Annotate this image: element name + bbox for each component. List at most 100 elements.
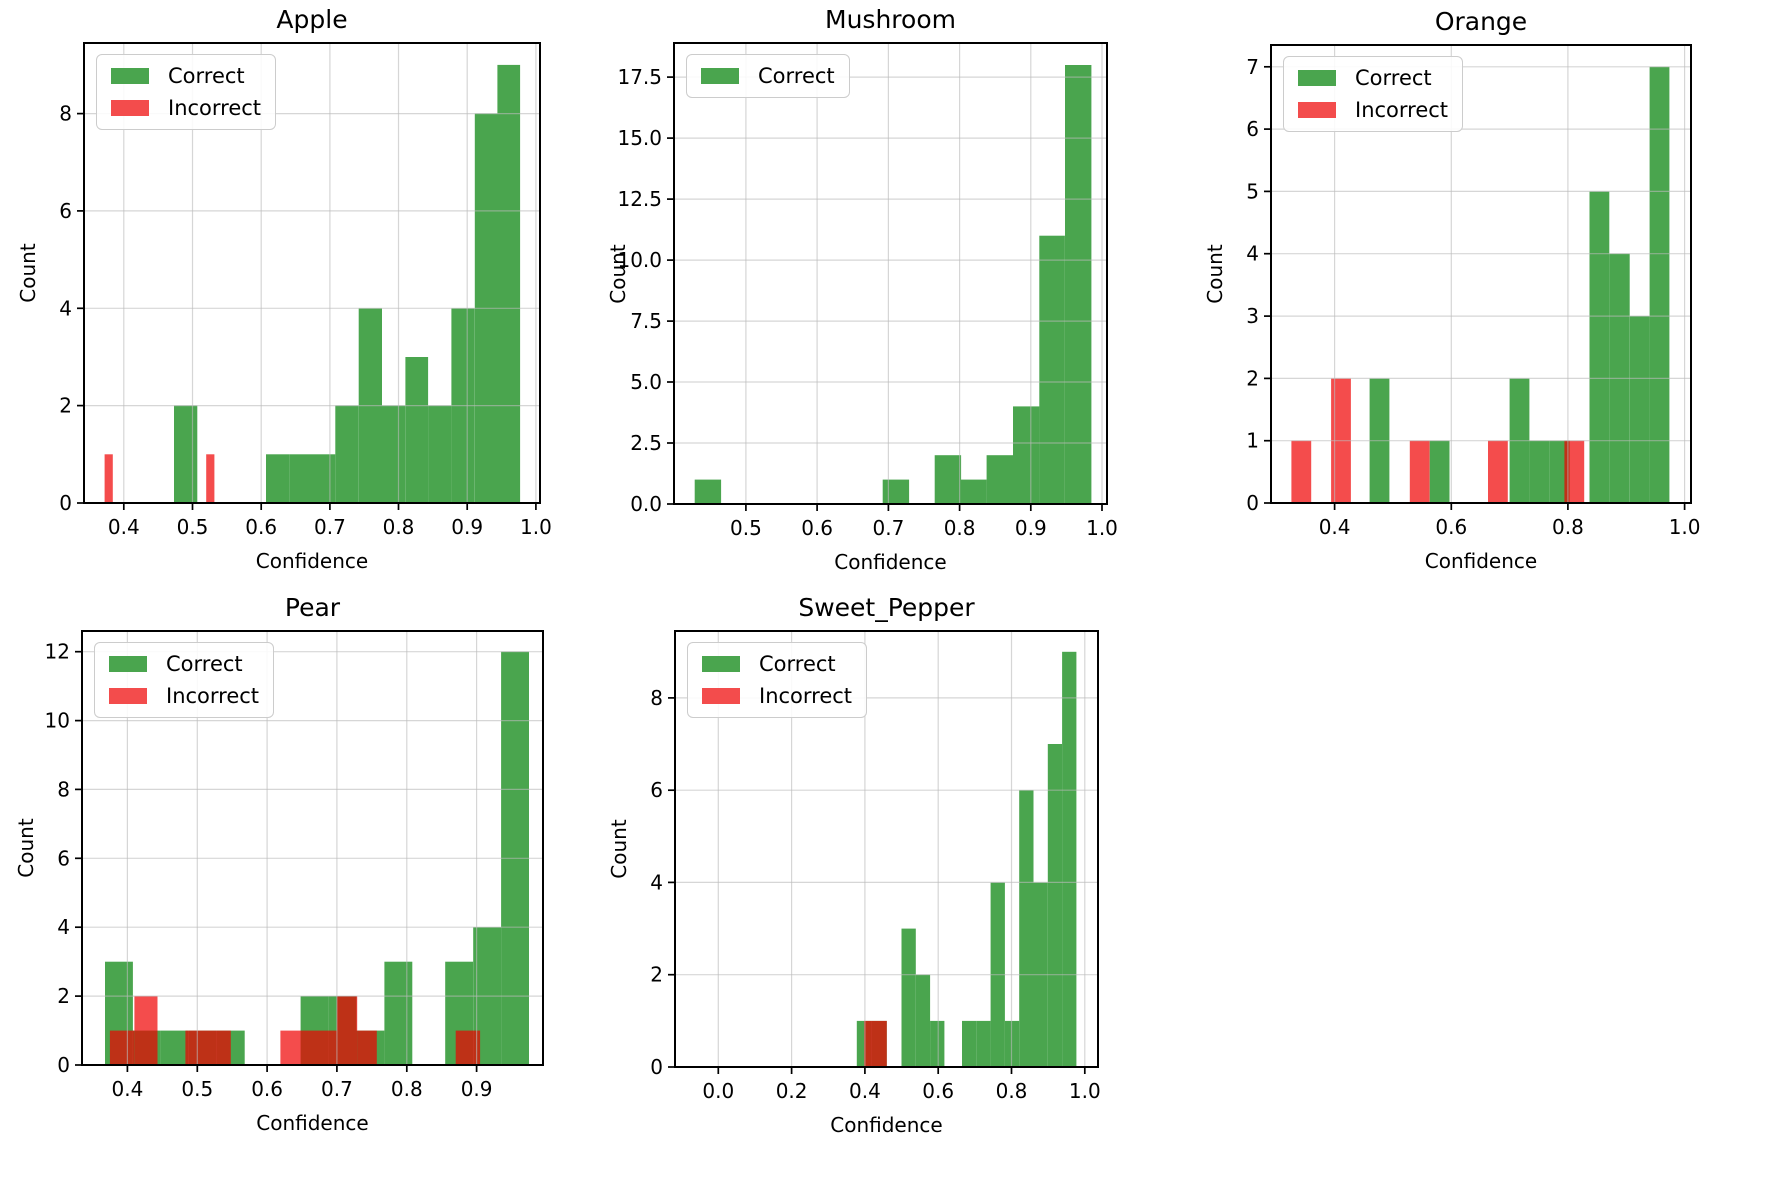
svg-text:2.5: 2.5 [630,431,662,455]
svg-text:6: 6 [650,778,663,802]
legend-swatch-incorrect [1298,102,1336,118]
svg-text:5.0: 5.0 [630,370,662,394]
svg-text:6: 6 [59,199,72,223]
svg-text:8: 8 [57,777,70,801]
svg-text:0.4: 0.4 [1319,515,1351,539]
svg-text:4: 4 [57,915,70,939]
x-axis-label: Confidence [830,1113,943,1137]
svg-text:6: 6 [1246,117,1259,141]
svg-text:0.6: 0.6 [801,516,833,540]
svg-text:0: 0 [650,1055,663,1079]
svg-text:4: 4 [59,296,72,320]
chart-title-orange: Orange [1434,7,1528,36]
y-axis-label: Count [607,819,631,879]
svg-text:0.4: 0.4 [849,1079,881,1103]
legend-swatch-correct [1298,70,1336,86]
legend-label-incorrect: Incorrect [166,684,260,708]
y-axis-label: Count [1203,244,1227,304]
chart-title-sweet-pepper: Sweet_Pepper [798,593,975,622]
svg-text:15.0: 15.0 [617,126,662,150]
svg-text:0.8: 0.8 [391,1077,423,1101]
legend-label-correct: Correct [758,64,835,88]
svg-text:0.7: 0.7 [321,1077,353,1101]
legend-label-correct: Correct [759,652,836,676]
svg-text:0.5: 0.5 [177,515,209,539]
legend-swatch-correct [701,68,739,84]
svg-text:1.0: 1.0 [1669,515,1701,539]
svg-text:0.7: 0.7 [872,516,904,540]
legend-item-correct: Correct [111,65,261,87]
svg-text:0: 0 [59,491,72,515]
svg-text:0.6: 0.6 [251,1077,283,1101]
svg-text:0: 0 [1246,491,1259,515]
svg-text:2: 2 [59,394,72,418]
chart-title-mushroom: Mushroom [825,5,956,34]
svg-text:5: 5 [1246,179,1259,203]
legend-label-correct: Correct [1355,66,1432,90]
x-axis-label: Confidence [1424,549,1538,573]
svg-text:2: 2 [650,963,663,987]
y-axis-label: Count [14,818,38,878]
legend-item-correct: Correct [1298,67,1448,89]
svg-text:6: 6 [57,846,70,870]
svg-text:0.9: 0.9 [461,1077,493,1101]
svg-text:0.5: 0.5 [730,516,762,540]
mushroom-histogram-plot: 0.5 0.6 0.7 0.8 0.9 1.0 0.0 2.5 5.0 7.5 10.0 12.5 15… [617,42,1118,540]
legend: Correct Incorrect [1283,56,1464,132]
svg-text:0.4: 0.4 [111,1077,143,1101]
svg-text:0.7: 0.7 [314,515,346,539]
svg-text:0.2: 0.2 [776,1079,808,1103]
svg-text:3: 3 [1246,304,1259,328]
legend-swatch-correct [702,656,740,672]
legend-swatch-incorrect [111,100,149,116]
legend-swatch-correct [111,68,149,84]
legend: Correct Incorrect [96,54,277,130]
svg-text:2: 2 [1246,366,1259,390]
svg-text:12: 12 [45,640,70,664]
chart-title-pear: Pear [284,593,341,622]
legend-item-correct: Correct [701,65,835,87]
legend-label-correct: Correct [166,652,243,676]
svg-text:2: 2 [57,984,70,1008]
svg-text:7: 7 [1246,55,1259,79]
legend-item-correct: Correct [702,653,852,675]
legend: Correct Incorrect [94,642,275,718]
legend-label-incorrect: Incorrect [1355,98,1449,122]
svg-text:0.9: 0.9 [451,515,483,539]
svg-text:12.5: 12.5 [617,187,662,211]
svg-text:0.6: 0.6 [922,1079,954,1103]
legend-swatch-incorrect [702,688,740,704]
x-axis-label: Confidence [834,550,947,574]
svg-text:7.5: 7.5 [630,309,662,333]
x-axis-label: Confidence [256,1111,369,1135]
svg-text:0.6: 0.6 [245,515,277,539]
legend: Correct Incorrect [687,642,868,718]
x-axis-label: Confidence [255,549,369,573]
legend-item-incorrect: Incorrect [109,685,259,707]
svg-text:0: 0 [57,1053,70,1077]
svg-text:8: 8 [59,102,72,126]
pear-histogram-plot: 0.4 0.5 0.6 0.7 0.8 0.9 0 2 4 6 8 10 12 [45,630,544,1101]
svg-text:4: 4 [1246,242,1259,266]
legend-item-correct: Correct [109,653,259,675]
svg-text:0.9: 0.9 [1015,516,1047,540]
legend: Correct [686,54,850,98]
svg-text:10.0: 10.0 [617,248,662,272]
legend-swatch-correct [109,656,147,672]
legend-label-incorrect: Incorrect [759,684,853,708]
chart-title-apple: Apple [276,5,348,34]
svg-text:0.5: 0.5 [181,1077,213,1101]
svg-text:1.0: 1.0 [520,515,552,539]
svg-text:1.0: 1.0 [1086,516,1118,540]
svg-text:0.8: 0.8 [1552,515,1584,539]
apple-histogram-plot: 0.4 0.5 0.6 0.7 0.8 0.9 1.0 0 2 4 6 8 [59,42,552,539]
svg-text:17.5: 17.5 [617,65,662,89]
svg-text:0.6: 0.6 [1435,515,1467,539]
svg-text:1.0: 1.0 [1069,1079,1101,1103]
svg-text:8: 8 [650,686,663,710]
svg-text:0.8: 0.8 [996,1079,1028,1103]
svg-text:4: 4 [650,870,663,894]
svg-text:0.0: 0.0 [630,492,662,516]
svg-text:0.8: 0.8 [383,515,415,539]
